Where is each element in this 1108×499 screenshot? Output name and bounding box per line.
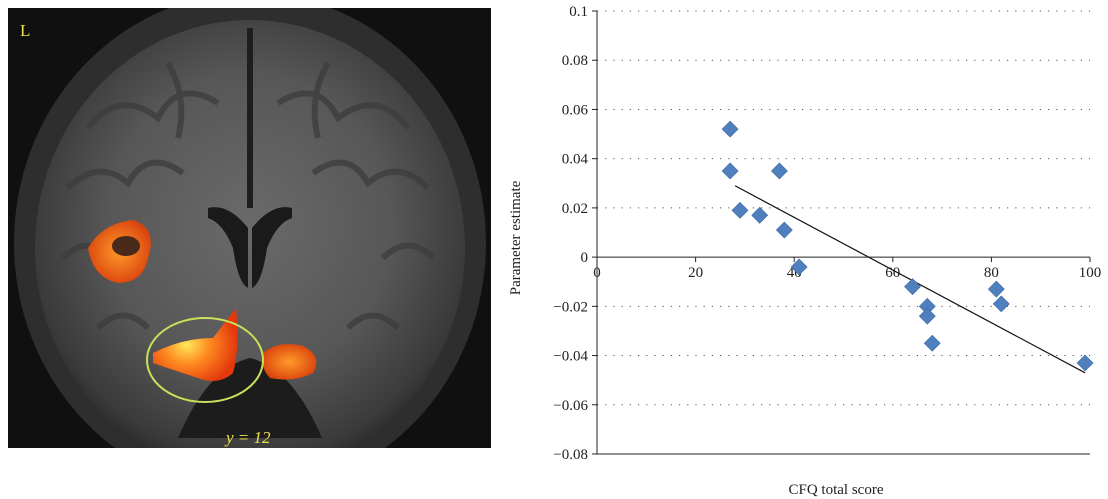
data-point (923, 334, 941, 352)
y-tick-labels: 0.1 0.08 0.06 0.04 0.02 0 −0.02 −0.04 −0.06 −0.08 (553, 4, 588, 463)
y-tick-label: 0.06 (562, 102, 589, 118)
y-axis-title: Parameter estimate (508, 180, 524, 295)
y-tick-label: −0.06 (553, 398, 588, 414)
y-tick-label: 0.04 (562, 152, 589, 168)
y-tick-label: 0.02 (562, 201, 588, 217)
data-point (904, 278, 921, 296)
data-point (987, 280, 1005, 298)
data-point (1076, 354, 1094, 372)
x-tick-labels: 0 20 40 60 80 100 (593, 265, 1101, 281)
data-point (721, 162, 739, 180)
y-tick-label: 0.1 (569, 4, 588, 20)
y-tick-label: −0.02 (553, 299, 588, 315)
axes (592, 10, 1091, 455)
activation-blob-hole (112, 236, 140, 256)
y-tick-label: −0.04 (553, 349, 588, 365)
gridlines (597, 10, 1090, 406)
data-points (721, 120, 1094, 372)
activation-blob-right (262, 344, 317, 380)
data-point (992, 295, 1010, 313)
data-point (731, 201, 749, 219)
brain-tissue (35, 20, 465, 476)
x-tick-label: 80 (984, 265, 999, 281)
y-tick-label: 0.08 (562, 53, 588, 69)
data-point (918, 307, 936, 325)
x-axis-title: CFQ total score (789, 482, 884, 498)
slice-label: y = 12 (224, 428, 271, 447)
scatter-chart: 0.1 0.08 0.06 0.04 0.02 0 −0.02 −0.04 −0.06 −0.08… (508, 4, 1101, 498)
activation-blob-roi (153, 308, 238, 382)
brain-mri-svg: L y = 12 (8, 0, 491, 493)
data-point (770, 162, 788, 180)
x-tick-label: 60 (885, 265, 900, 281)
data-point (751, 206, 769, 224)
y-tick-label: 0 (581, 250, 589, 266)
roi-ellipse (146, 317, 264, 403)
hemisphere-label: L (20, 21, 30, 40)
x-tick-label: 0 (593, 265, 601, 281)
trendline-segment (734, 185, 1086, 374)
x-tick-label: 20 (688, 265, 703, 281)
data-point (721, 120, 739, 138)
data-point (775, 221, 793, 239)
trendline (734, 185, 1086, 374)
x-tick-label: 100 (1079, 265, 1102, 281)
data-point (790, 258, 808, 276)
right-ventricle (252, 207, 292, 288)
y-tick-label: −0.08 (553, 447, 588, 463)
left-ventricle (208, 207, 248, 288)
brain-mri-image: L y = 12 (8, 0, 491, 493)
temporal-base (178, 358, 322, 438)
